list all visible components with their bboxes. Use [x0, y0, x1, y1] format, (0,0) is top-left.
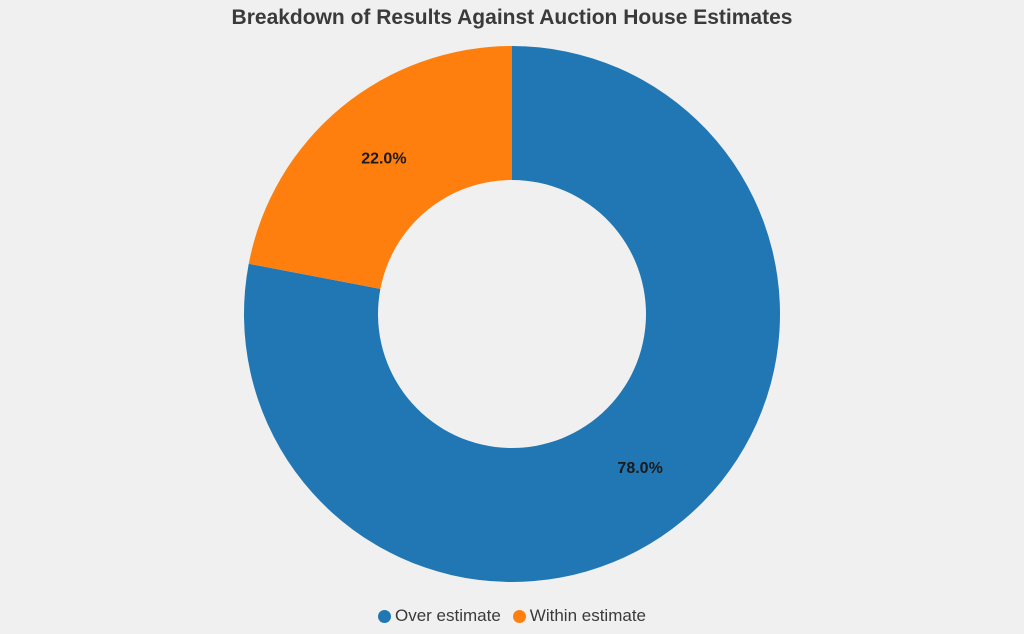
legend-item-within-estimate[interactable]: Within estimate: [512, 606, 646, 626]
chart-title: Breakdown of Results Against Auction Hou…: [231, 6, 793, 29]
slice-label-over-estimate: 78.0%: [617, 460, 662, 477]
slice-within-estimate[interactable]: [248, 46, 512, 289]
legend: Over estimate Within estimate: [0, 606, 1024, 626]
slice-label-within-estimate: 22.0%: [361, 150, 406, 167]
legend-label-over-estimate: Over estimate: [394, 606, 501, 625]
legend-swatch-within-estimate: [512, 609, 526, 623]
legend-swatch-over-estimate: [377, 609, 391, 623]
slice-over-estimate[interactable]: [244, 46, 781, 582]
legend-label-within-estimate: Within estimate: [529, 606, 646, 625]
legend-item-over-estimate[interactable]: Over estimate: [377, 606, 501, 626]
